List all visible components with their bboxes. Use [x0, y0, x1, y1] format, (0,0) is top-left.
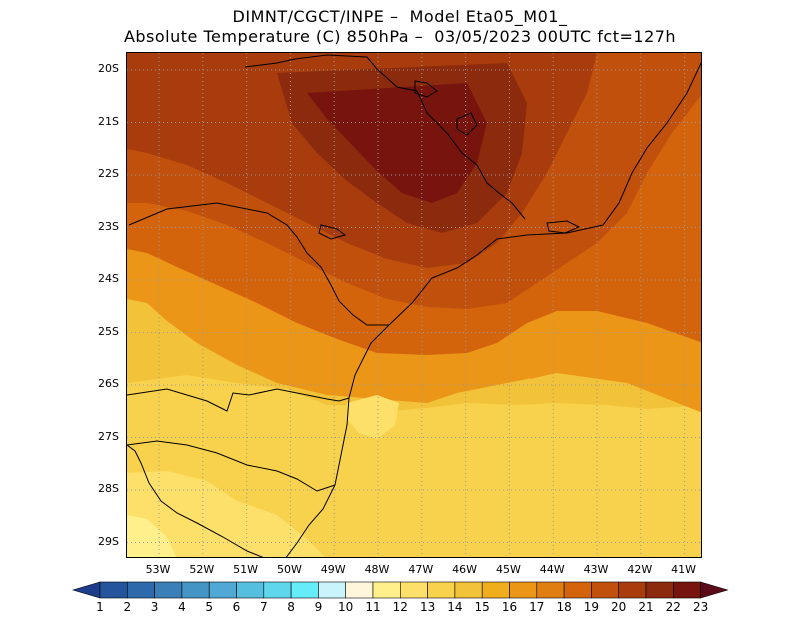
colorbar-label: 22 — [665, 600, 681, 614]
colorbar-label: 21 — [638, 600, 654, 614]
colorbar-swatch — [181, 581, 210, 599]
colorbar-label: 15 — [474, 600, 490, 614]
latitude-tick-label: 22S — [98, 167, 119, 180]
field-band-17-patch — [515, 339, 563, 379]
colorbar-arrow-high — [700, 581, 729, 599]
longitude-tick-label: 51W — [233, 563, 259, 576]
colorbar-swatch — [618, 581, 647, 599]
colorbar-swatch — [318, 581, 346, 599]
colorbar-swatch — [481, 581, 510, 599]
longitude-tick-label: 50W — [276, 563, 302, 576]
chart-title-line1: DIMNT/CGCT/INPE – Model Eta05_M01_ — [232, 7, 568, 26]
colorbar-label: 13 — [419, 600, 436, 614]
colorbar-label: 5 — [205, 600, 213, 614]
field-band-13-coastal — [347, 395, 399, 439]
lake-outline-2 — [318, 224, 347, 240]
colorbar-swatch — [399, 581, 428, 599]
longitude-tick-label: 53W — [145, 563, 171, 576]
colorbar-swatch — [99, 581, 128, 599]
temperature-field — [127, 53, 701, 557]
colorbar-swatch — [427, 581, 456, 599]
colorbar-label: 20 — [611, 600, 627, 614]
colorbar-label: 19 — [583, 600, 600, 614]
chart-title-line2: Absolute Temperature (C) 850hPa – 03/05/… — [123, 27, 677, 46]
colorbar-swatch — [672, 581, 701, 599]
colorbar-label: 2 — [123, 600, 132, 614]
colorbar-label: 17 — [529, 600, 545, 614]
colorbar-swatch — [536, 581, 565, 599]
field-band-14 — [127, 375, 701, 557]
colorbar-label: 6 — [232, 600, 241, 614]
colorbar-label: 7 — [259, 600, 268, 614]
latitude-tick-label: 28S — [98, 482, 119, 495]
longitude-tick-label: 47W — [408, 563, 434, 576]
colorbar-swatch — [591, 581, 620, 599]
colorbar-swatch — [372, 581, 401, 599]
colorbar-swatch — [345, 581, 374, 599]
longitude-tick-label: 52W — [189, 563, 215, 576]
colorbar-label: 16 — [501, 600, 518, 614]
longitude-tick-label: 45W — [495, 563, 521, 576]
colorbar-label: 9 — [314, 600, 323, 614]
colorbar-swatch — [154, 581, 183, 599]
colorbar-swatch — [236, 581, 265, 599]
latitude-tick-label: 29S — [98, 534, 119, 548]
field-band-13 — [127, 471, 325, 557]
longitude-tick-label: 42W — [627, 563, 653, 576]
state-border-sp-pr — [128, 202, 389, 326]
colorbar-swatch — [263, 581, 292, 599]
country-border-west — [127, 444, 264, 557]
colorbar-label: 4 — [178, 600, 186, 614]
longitude-tick-label: 43W — [583, 563, 609, 576]
state-border-sc-rs — [127, 440, 336, 492]
colorbar-label: 23 — [692, 600, 709, 614]
longitude-tick-label: 49W — [320, 563, 346, 576]
colorbar-label: 10 — [338, 600, 354, 614]
latitude-tick-label: 27S — [98, 429, 119, 443]
colorbar-swatch — [208, 581, 237, 599]
colorbar-label: 18 — [556, 600, 572, 614]
colorbar-swatch — [645, 581, 674, 599]
longitude-tick-label: 44W — [539, 563, 565, 576]
island-outline — [546, 220, 581, 234]
colorbar — [71, 581, 729, 599]
field-band-23 — [307, 83, 487, 203]
latitude-tick-label: 20S — [98, 62, 119, 75]
latitude-tick-label: 21S — [98, 114, 119, 128]
lake-outline-3 — [456, 112, 478, 136]
latitude-tick-label: 23S — [98, 219, 119, 233]
longitude-tick-label: 41W — [671, 563, 697, 576]
colorbar-swatch — [563, 581, 592, 599]
colorbar-swatch — [454, 581, 483, 599]
temperature-map — [126, 52, 702, 558]
longitude-tick-label: 48W — [364, 563, 390, 576]
state-border-mg — [244, 54, 526, 220]
lake-outline-1 — [414, 80, 438, 98]
colorbar-swatch — [509, 581, 538, 599]
coastline-and-borders — [127, 54, 701, 557]
colorbar-label: 12 — [392, 600, 408, 614]
graticule — [127, 53, 701, 557]
colorbar-label: 3 — [150, 600, 159, 614]
colorbar-swatch — [290, 581, 319, 599]
colorbar-label: 14 — [447, 600, 463, 614]
colorbar-swatch — [127, 581, 155, 599]
longitude-tick-label: 46W — [452, 563, 478, 576]
colorbar-label: 1 — [96, 600, 104, 614]
field-band-12 — [127, 515, 177, 557]
latitude-tick-label: 26S — [98, 377, 119, 390]
colorbar-arrow-low — [71, 581, 101, 599]
colorbar-label: 8 — [287, 600, 295, 614]
latitude-tick-label: 24S — [98, 272, 119, 285]
colorbar-label: 11 — [365, 600, 381, 614]
latitude-tick-label: 25S — [98, 324, 119, 338]
state-border-pr-sc — [127, 388, 350, 412]
